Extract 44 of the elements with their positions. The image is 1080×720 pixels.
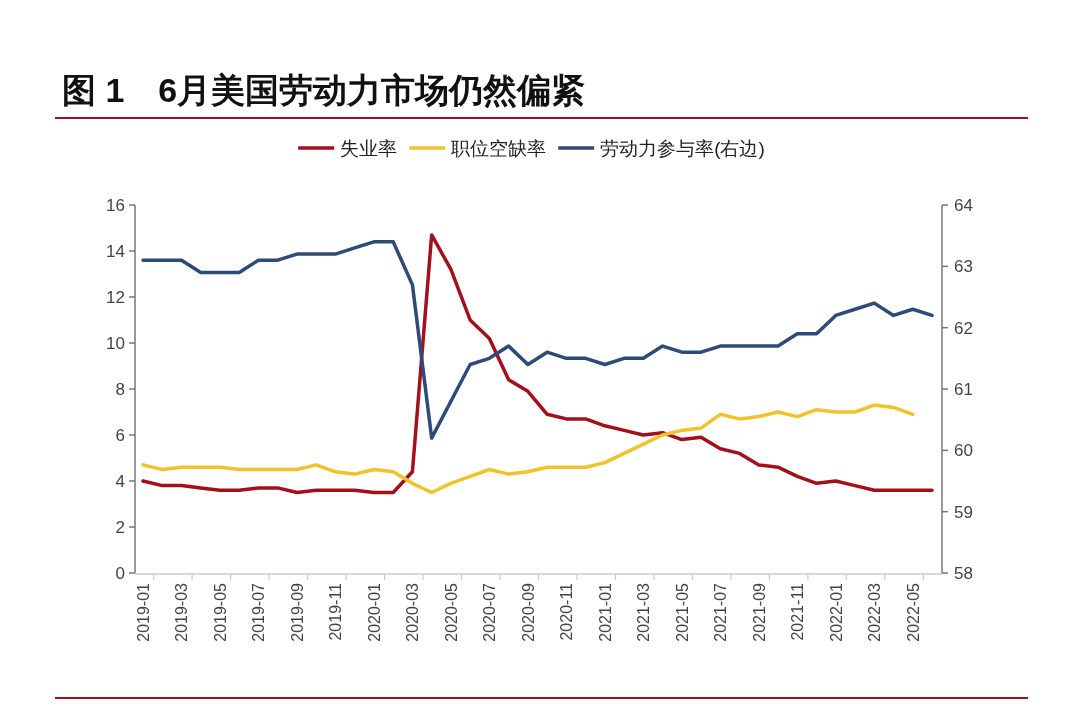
y-tick-label: 6 xyxy=(115,426,125,445)
x-tick-label: 2019-11 xyxy=(327,582,345,641)
y-tick-label: 12 xyxy=(106,288,125,307)
x-tick-label: 2020-03 xyxy=(404,582,422,642)
line-series xyxy=(141,403,915,495)
y-tick-label: 0 xyxy=(115,564,125,583)
x-tick-label: 2021-03 xyxy=(635,582,653,642)
x-tick-label: 2021-07 xyxy=(712,582,730,642)
y-tick-label: 4 xyxy=(115,472,125,491)
x-tick-label: 2020-05 xyxy=(442,582,460,642)
x-tick-label: 2022-01 xyxy=(827,582,845,642)
x-tick-label: 2019-05 xyxy=(211,582,229,642)
y-tick-label: 16 xyxy=(106,196,125,215)
y2-tick-label: 63 xyxy=(954,257,973,277)
y2-tick-label: 62 xyxy=(954,318,973,338)
legend-label: 劳动力参与率(右边) xyxy=(600,138,765,159)
y2-tick-label: 60 xyxy=(954,441,973,461)
legend-label: 失业率 xyxy=(340,138,398,159)
y-tick-label: 10 xyxy=(106,334,125,353)
y-tick-label: 2 xyxy=(115,518,125,537)
y2-tick-label: 61 xyxy=(954,380,973,399)
x-tick-label: 2022-03 xyxy=(866,582,884,642)
x-tick-label: 2020-09 xyxy=(519,582,537,642)
x-tick-label: 2021-05 xyxy=(673,582,691,642)
line-series xyxy=(141,233,934,495)
x-tick-label: 2020-07 xyxy=(481,582,499,642)
legend-label: 职位空缺率 xyxy=(451,138,547,159)
x-tick-label: 2019-01 xyxy=(135,582,152,642)
chart-title: 图 1 6月美国劳动力市场仍然偏紧 xyxy=(62,71,586,109)
x-tick-label: 2019-09 xyxy=(288,582,306,642)
y-tick-label: 14 xyxy=(106,242,125,261)
x-tick-label: 2020-11 xyxy=(558,582,576,641)
y2-tick-label: 64 xyxy=(954,196,973,215)
x-tick-label: 2020-01 xyxy=(365,582,383,642)
y2-tick-label: 58 xyxy=(954,564,973,583)
y2-tick-label: 59 xyxy=(954,502,973,522)
y-tick-label: 8 xyxy=(115,380,125,399)
x-tick-label: 2021-09 xyxy=(750,582,768,642)
x-tick-label: 2019-03 xyxy=(173,582,191,642)
x-tick-label: 2019-07 xyxy=(250,582,268,642)
x-tick-label: 2022-05 xyxy=(904,582,922,642)
x-tick-label: 2021-01 xyxy=(596,582,614,642)
x-tick-label: 2021-11 xyxy=(789,582,807,641)
line-series xyxy=(141,240,934,440)
